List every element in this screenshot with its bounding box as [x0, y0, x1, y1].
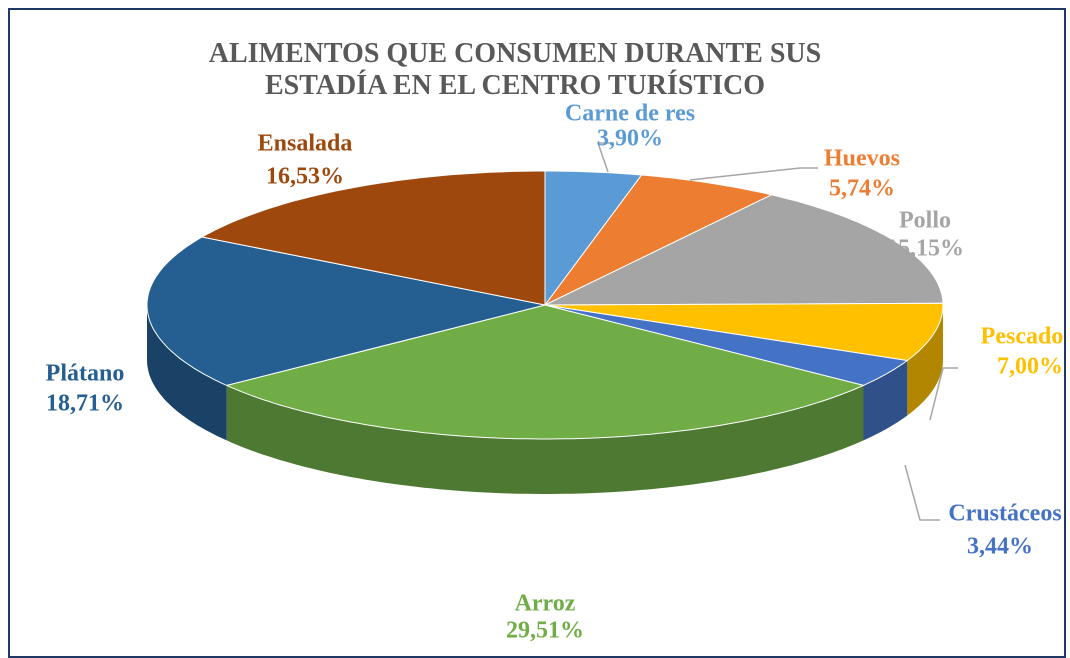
chart-title: ALIMENTOS QUE CONSUMEN DURANTE SUS ESTAD…	[208, 38, 822, 101]
value-label: 3,44%	[967, 534, 1033, 560]
slice-side	[907, 305, 943, 416]
value-label: 29,51%	[506, 618, 584, 644]
leader-line	[929, 367, 958, 421]
leader-line	[689, 167, 818, 181]
slice-side	[147, 305, 227, 441]
value-label: 7,00%	[997, 354, 1063, 380]
category-label: Ensalada	[258, 131, 353, 157]
slice	[544, 304, 909, 386]
slice-side	[226, 385, 864, 494]
value-label: 18,71%	[46, 391, 124, 417]
slice	[544, 302, 944, 362]
value-label: 3,90%	[597, 126, 663, 152]
leader-line	[904, 464, 940, 521]
category-label: Arroz	[515, 591, 576, 617]
slice	[544, 170, 643, 307]
value-label: 5,74%	[829, 176, 895, 202]
slice	[146, 236, 546, 386]
slice	[544, 174, 774, 306]
category-label: Crustáceos	[948, 501, 1061, 527]
value-label: 15,15%	[886, 236, 964, 262]
category-label: Carne de res	[565, 101, 695, 127]
category-label: Plátano	[46, 361, 125, 387]
leader-line	[596, 142, 613, 173]
slice	[225, 304, 866, 440]
category-label: Pescado	[981, 324, 1064, 350]
slice	[200, 170, 546, 306]
slice	[544, 194, 944, 306]
category-label: Pollo	[899, 208, 951, 234]
value-label: 16,53%	[266, 164, 344, 190]
category-label: Huevos	[824, 146, 900, 172]
